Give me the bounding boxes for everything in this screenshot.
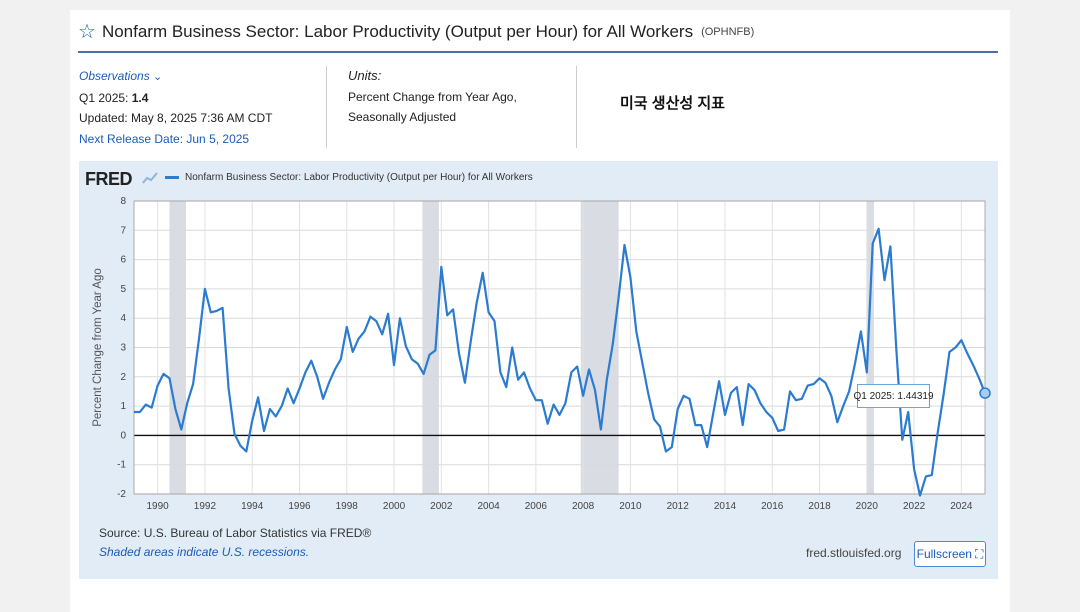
series-id: (OPHNFB) (701, 26, 755, 38)
x-tick-label: 2022 (903, 501, 926, 512)
observations-link[interactable]: Observations (79, 69, 150, 83)
observation-period: Q1 2025: (79, 90, 129, 105)
site-link[interactable]: fred.stlouisfed.org (806, 546, 902, 560)
updated-text: Updated: May 8, 2025 7:36 AM CDT (79, 111, 273, 125)
hover-tooltip: Q1 2025: 1.44319 (853, 384, 934, 408)
x-tick-label: 2000 (383, 501, 406, 512)
x-tick-label: 2020 (856, 501, 879, 512)
source-note: Source: U.S. Bureau of Labor Statistics … (99, 526, 372, 540)
x-tick-label: 2018 (808, 501, 831, 512)
legend-label: Nonfarm Business Sector: Labor Productiv… (185, 172, 533, 183)
korean-note: 미국 생산성 지표 (620, 95, 725, 112)
series-line (134, 227, 987, 497)
x-tick-label: 1994 (241, 501, 264, 512)
hover-point (979, 387, 991, 399)
y-tick-label: 2 (120, 372, 126, 383)
units-panel: Units: Percent Change from Year Ago, Sea… (348, 66, 517, 128)
fullscreen-button[interactable]: Fullscreen ⛶ (914, 541, 986, 567)
line-chart[interactable]: -2 -1 0 1 2 3 4 5 6 7 8 1990 1992 1994 1996 1998 2000 200… (79, 161, 998, 521)
y-axis-label: Percent Change from Year Ago (92, 268, 104, 427)
units-heading: Units: (348, 68, 382, 83)
y-tick-label: 0 (120, 430, 126, 441)
title-row: ☆ Nonfarm Business Sector: Labor Product… (78, 22, 754, 42)
y-tick-label: 7 (120, 225, 126, 236)
y-tick-label: 8 (120, 196, 126, 207)
recession-note: Shaded areas indicate U.S. recessions. (99, 545, 310, 559)
units-line-2: Seasonally Adjusted (348, 110, 457, 124)
x-tick-label: 1990 (147, 501, 170, 512)
y-tick-label: 6 (120, 255, 126, 266)
x-tick-label: 2006 (525, 501, 548, 512)
chevron-down-icon[interactable]: ⌄ (153, 71, 163, 83)
x-tick-label: 2002 (430, 501, 453, 512)
x-tick-label: 2016 (761, 501, 784, 512)
fred-logo: FRED (85, 169, 133, 189)
x-tick-label: 2008 (572, 501, 595, 512)
y-tick-label: -2 (117, 489, 126, 500)
star-icon[interactable]: ☆ (78, 21, 96, 43)
next-release-text: Next Release Date: Jun 5, 2025 (79, 131, 250, 146)
x-tick-label: 2012 (667, 501, 690, 512)
expand-icon: ⛶ (974, 546, 984, 561)
title-divider (78, 51, 998, 53)
fullscreen-label: Fullscreen (916, 547, 972, 561)
x-tick-label: 1998 (336, 501, 359, 512)
legend-swatch (165, 176, 179, 179)
x-tick-label: 2014 (714, 501, 737, 512)
observation-value: 1.4 (131, 90, 149, 105)
x-tick-label: 1992 (194, 501, 217, 512)
divider (576, 66, 577, 148)
y-tick-label: 4 (120, 313, 126, 324)
chart-panel: FRED Nonfarm Business Sector: Labor Prod… (79, 161, 998, 579)
page-title: Nonfarm Business Sector: Labor Productiv… (101, 22, 694, 41)
divider (326, 66, 327, 148)
x-tick-label: 2024 (950, 501, 973, 512)
y-tick-label: 1 (120, 401, 126, 412)
y-tick-label: -1 (117, 460, 126, 471)
x-tick-label: 2010 (619, 501, 642, 512)
units-line-1: Percent Change from Year Ago, (348, 89, 517, 104)
y-tick-label: 5 (120, 284, 126, 295)
x-tick-label: 1996 (288, 501, 311, 512)
x-tick-label: 2004 (477, 501, 500, 512)
legend: Nonfarm Business Sector: Labor Productiv… (165, 172, 533, 183)
y-tick-label: 3 (120, 343, 126, 354)
observations-panel: Observations ⌄ Q1 2025: 1.4 Updated: May… (79, 66, 272, 149)
page: ☆ Nonfarm Business Sector: Labor Product… (70, 10, 1010, 612)
fred-chart-icon (142, 172, 158, 184)
plot-border (133, 200, 986, 495)
